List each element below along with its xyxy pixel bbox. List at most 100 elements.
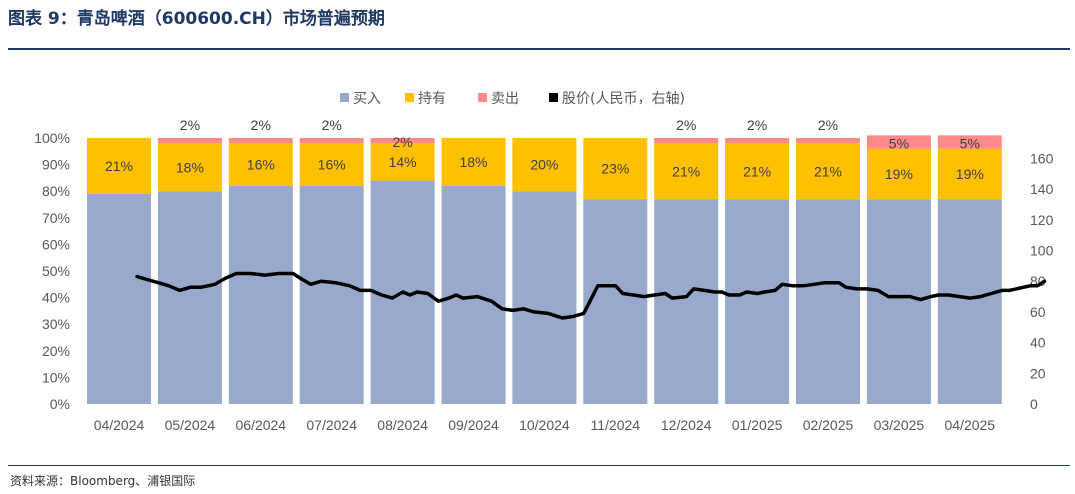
hold-data-label: 20% — [530, 157, 558, 173]
bar-segment-sell — [725, 138, 790, 144]
figure-title: 图表 9：青岛啤酒（600600.CH）市场普遍预期 — [8, 9, 385, 29]
left-axis-tick-label: 100% — [34, 130, 70, 146]
left-axis-tick-label: 80% — [42, 183, 70, 199]
hold-data-label: 21% — [105, 158, 133, 174]
left-axis-tick-label: 70% — [42, 210, 70, 226]
bar-segment-sell — [796, 138, 860, 144]
hold-data-label: 21% — [743, 163, 771, 179]
legend-label-buy: 买入 — [353, 91, 381, 107]
legend-label-sell: 卖出 — [491, 91, 519, 107]
x-axis-tick-label: 11/2024 — [591, 417, 641, 433]
hold-data-label: 16% — [247, 157, 275, 173]
hold-data-label: 21% — [672, 163, 700, 179]
left-axis-tick-label: 90% — [42, 157, 70, 173]
bar-segment-buy — [228, 185, 293, 404]
sell-data-label: 2% — [392, 134, 412, 150]
bar-segment-hold — [228, 143, 293, 186]
bar-segment-hold — [937, 148, 1002, 200]
x-axis-tick-label: 05/2024 — [165, 417, 216, 433]
bar-segment-sell — [157, 138, 222, 144]
bar-segment-hold — [512, 138, 577, 192]
bar-segment-sell — [866, 135, 931, 149]
bar-segment-hold — [796, 143, 860, 200]
x-axis-tick-label: 08/2024 — [377, 417, 428, 433]
sell-data-label: 2% — [322, 117, 342, 133]
sell-data-label: 2% — [818, 117, 838, 133]
x-axis-tick-label: 07/2024 — [306, 417, 357, 433]
bar-segment-buy — [87, 193, 151, 404]
left-axis-tick-label: 40% — [42, 290, 70, 306]
bar-segment-hold — [87, 138, 151, 194]
bar-segment-buy — [937, 199, 1002, 404]
bar-segment-sell — [299, 138, 364, 144]
title-divider — [8, 48, 1070, 50]
right-axis-tick-label: 40 — [1030, 335, 1046, 351]
left-axis-tick-label: 10% — [42, 369, 70, 385]
bar-segment-hold — [583, 138, 648, 200]
x-axis-tick-label: 09/2024 — [448, 417, 499, 433]
hold-data-label: 19% — [956, 166, 984, 182]
bar-segment-hold — [725, 143, 790, 200]
left-axis-tick-label: 20% — [42, 343, 70, 359]
legend-swatch-price — [549, 93, 558, 102]
bar-segment-hold — [157, 143, 222, 192]
right-axis-tick-label: 120 — [1030, 212, 1054, 228]
x-axis-tick-label: 04/2025 — [944, 417, 995, 433]
bar-segment-sell — [370, 138, 435, 144]
bar-segment-sell — [654, 138, 719, 144]
price-line — [135, 271, 1047, 320]
x-axis-tick-label: 12/2024 — [661, 417, 712, 433]
source-note: 资料来源：Bloomberg、浦银国际 — [10, 474, 196, 488]
legend-label-price: 股价(人民币，右轴) — [562, 91, 685, 107]
right-axis-tick-label: 160 — [1030, 150, 1054, 166]
right-axis-tick-label: 100 — [1030, 243, 1054, 259]
sell-data-label: 2% — [747, 117, 767, 133]
legend-label-hold: 持有 — [418, 91, 446, 107]
bar-segment-hold — [299, 143, 364, 186]
right-axis-tick-label: 20 — [1030, 365, 1046, 381]
legend-swatch-buy — [340, 93, 349, 102]
bar-segment-buy — [866, 199, 931, 404]
x-axis-tick-label: 02/2025 — [803, 417, 854, 433]
left-axis-tick-label: 60% — [42, 236, 70, 252]
bar-segment-sell — [228, 138, 293, 144]
right-axis-tick-label: 60 — [1030, 304, 1046, 320]
sell-data-label: 5% — [889, 135, 909, 151]
left-axis-tick-label: 0% — [50, 396, 70, 412]
bar-segment-hold — [654, 143, 719, 200]
hold-data-label: 18% — [176, 159, 204, 175]
bar-segment-buy — [583, 199, 648, 404]
sell-data-label: 2% — [251, 117, 271, 133]
hold-data-label: 21% — [814, 163, 842, 179]
source-divider — [8, 465, 1070, 466]
x-axis-tick-label: 06/2024 — [235, 417, 286, 433]
bar-segment-buy — [299, 185, 364, 404]
hold-data-label: 14% — [389, 154, 417, 170]
bar-segment-buy — [654, 199, 719, 404]
bar-segment-hold — [441, 138, 506, 186]
bar-segment-buy — [725, 199, 790, 404]
sell-data-label: 2% — [180, 117, 200, 133]
hold-data-label: 19% — [885, 166, 913, 182]
bar-segment-buy — [441, 185, 506, 404]
x-axis-tick-label: 10/2024 — [519, 417, 570, 433]
left-axis-tick-label: 30% — [42, 316, 70, 332]
sell-data-label: 2% — [676, 117, 696, 133]
bar-segment-buy — [796, 199, 860, 404]
bar-segment-hold — [866, 148, 931, 200]
x-axis-tick-label: 01/2025 — [732, 417, 783, 433]
left-axis-tick-label: 50% — [42, 263, 70, 279]
hold-data-label: 16% — [318, 157, 346, 173]
legend-swatch-sell — [478, 93, 487, 102]
bar-segment-hold — [370, 143, 435, 181]
sell-data-label: 5% — [960, 135, 980, 151]
right-axis-tick-label: 140 — [1030, 181, 1054, 197]
hold-data-label: 23% — [601, 161, 629, 177]
bar-segment-buy — [512, 191, 577, 404]
x-axis-tick-label: 04/2024 — [94, 417, 145, 433]
legend-swatch-hold — [405, 93, 414, 102]
bar-segment-sell — [937, 135, 1002, 149]
hold-data-label: 18% — [459, 154, 487, 170]
bar-segment-buy — [157, 191, 222, 404]
